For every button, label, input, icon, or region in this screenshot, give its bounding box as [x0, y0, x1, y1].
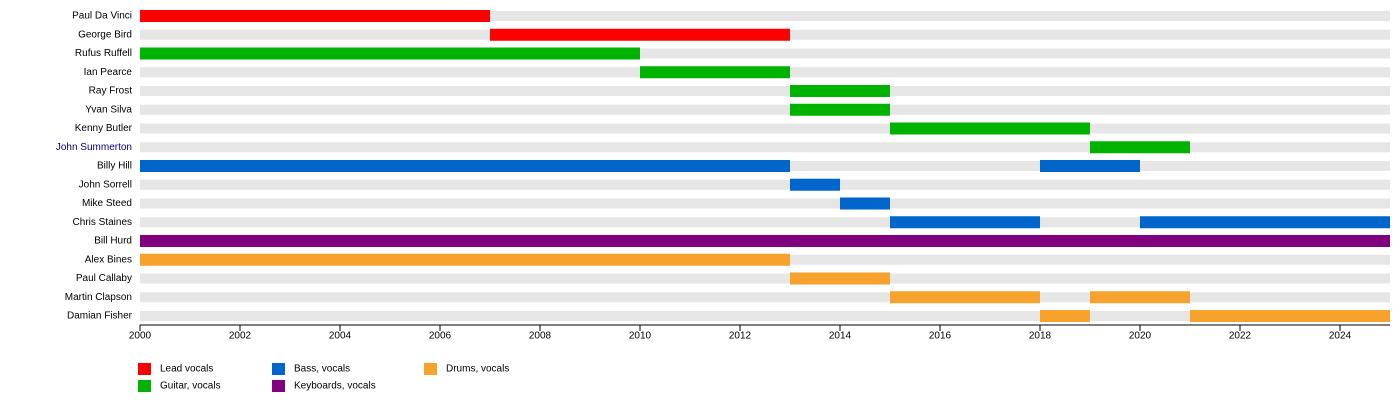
tenure-bar — [140, 10, 490, 22]
legend-swatch — [272, 380, 285, 392]
x-tick-label: 2000 — [129, 331, 152, 342]
tenure-bar — [790, 85, 890, 97]
member-label: John Sorrell — [79, 179, 132, 190]
legend-label: Keyboards, vocals — [294, 381, 376, 392]
legend-swatch — [272, 363, 285, 375]
tenure-bar — [1040, 310, 1090, 322]
row-background — [140, 292, 1390, 303]
row-background — [140, 123, 1390, 134]
member-label: Ray Frost — [89, 86, 133, 97]
row-background — [140, 104, 1390, 115]
member-label: Martin Clapson — [65, 292, 132, 303]
legend-swatch — [138, 363, 151, 375]
tenure-bar — [790, 103, 890, 116]
member-label: Chris Staines — [73, 217, 132, 228]
member-label: Ian Pearce — [84, 67, 133, 78]
legend-swatch — [138, 380, 151, 392]
row-background — [140, 311, 1390, 321]
member-label: Paul Da Vinci — [72, 11, 132, 22]
tenure-bar — [890, 122, 1090, 135]
legend-label: Drums, vocals — [446, 364, 509, 375]
x-tick-label: 2002 — [229, 331, 252, 342]
member-label: Alex Bines — [85, 254, 132, 265]
tenure-bar — [140, 160, 790, 172]
tenure-bar — [640, 66, 790, 79]
x-tick-label: 2006 — [429, 331, 452, 342]
row-background — [140, 86, 1390, 96]
member-label: Damian Fisher — [67, 311, 133, 322]
legend-label: Guitar, vocals — [160, 381, 221, 392]
tenure-bar — [890, 291, 1040, 304]
tenure-bar — [790, 178, 840, 191]
tenure-bar — [840, 197, 890, 210]
member-label: Rufus Ruffell — [75, 48, 132, 59]
member-label: Billy Hill — [97, 161, 132, 172]
row-background — [140, 142, 1390, 153]
tenure-bar — [890, 216, 1040, 229]
tenure-bar — [490, 28, 790, 41]
x-tick-label: 2012 — [729, 331, 752, 342]
member-label: Bill Hurd — [94, 236, 132, 247]
x-tick-label: 2004 — [329, 331, 352, 342]
x-tick-label: 2018 — [1029, 331, 1052, 342]
x-tick-label: 2020 — [1129, 331, 1152, 342]
x-tick-label: 2024 — [1329, 331, 1352, 342]
row-background — [140, 273, 1390, 284]
legend-label: Lead vocals — [160, 364, 213, 375]
tenure-bar — [1090, 291, 1190, 304]
member-label: Kenny Butler — [75, 123, 133, 134]
tenure-bar — [1040, 160, 1140, 172]
legend-swatch — [424, 363, 437, 375]
x-tick-label: 2010 — [629, 331, 652, 342]
member-label: Paul Callaby — [76, 273, 132, 284]
row-background — [140, 217, 1390, 228]
tenure-bar — [1140, 216, 1390, 229]
tenure-bar — [140, 47, 640, 60]
tenure-bar — [790, 272, 890, 285]
member-label: Mike Steed — [82, 198, 132, 209]
tenure-bar — [1190, 310, 1390, 322]
x-tick-label: 2016 — [929, 331, 952, 342]
member-label: George Bird — [78, 29, 132, 40]
x-tick-label: 2014 — [829, 331, 852, 342]
row-background — [140, 179, 1390, 190]
tenure-bar — [140, 253, 790, 266]
legend-label: Bass, vocals — [294, 364, 350, 375]
tenure-bar — [140, 235, 1390, 247]
x-tick-label: 2022 — [1229, 331, 1252, 342]
member-label[interactable]: John Summerton — [56, 142, 132, 153]
member-label: Yvan Silva — [85, 104, 132, 115]
x-tick-label: 2008 — [529, 331, 552, 342]
row-background — [140, 11, 1390, 21]
row-background — [140, 198, 1390, 209]
row-background — [140, 48, 1390, 59]
tenure-bar — [1090, 141, 1190, 154]
